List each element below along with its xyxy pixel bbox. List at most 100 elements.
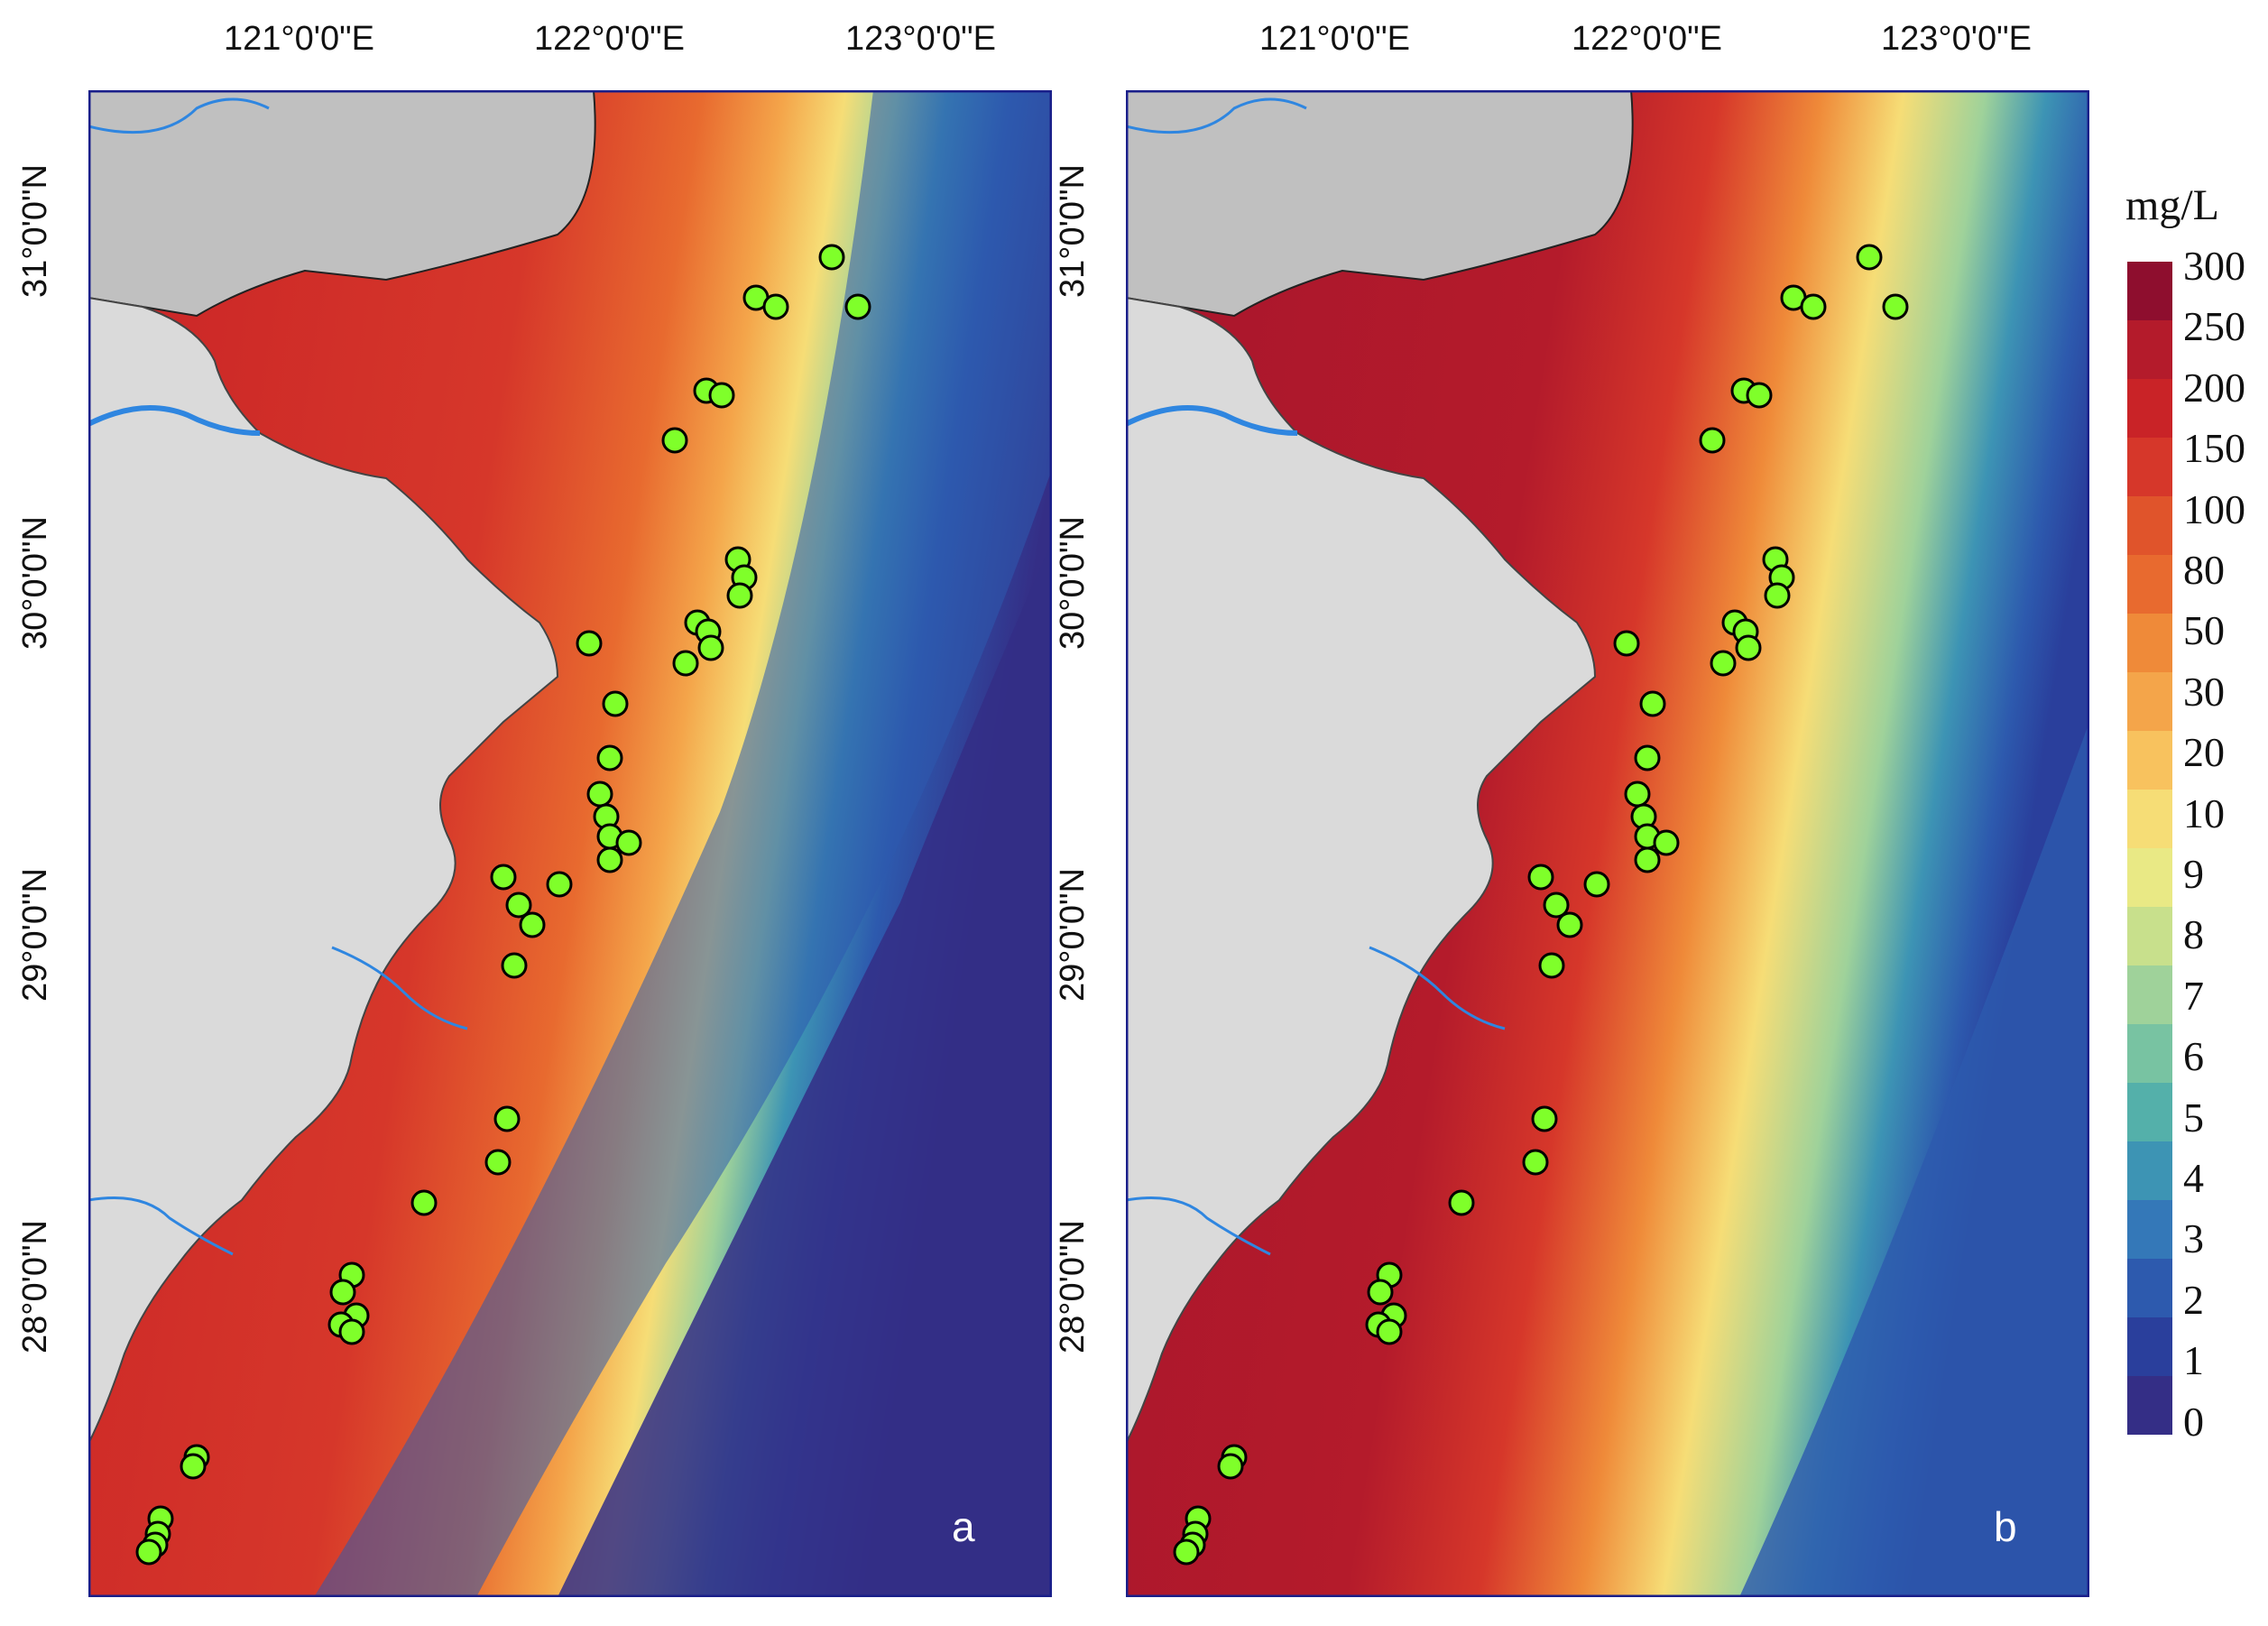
station-marker	[818, 244, 845, 271]
station-marker	[1746, 382, 1773, 409]
lon-label-b-121: 121°0'0"E	[1259, 20, 1410, 58]
station-marker	[1217, 1453, 1244, 1480]
legend-tick-label: 2	[2183, 1276, 2204, 1323]
station-marker	[596, 744, 623, 771]
legend-swatch	[2127, 1376, 2172, 1435]
station-marker	[1531, 1105, 1558, 1132]
station-marker	[1710, 650, 1737, 677]
land-main-b	[1126, 296, 1597, 1445]
station-marker	[576, 630, 603, 657]
legend-swatch	[2127, 1317, 2172, 1377]
station-marker	[135, 1538, 162, 1566]
station-marker	[1173, 1538, 1200, 1566]
legend-tick-label: 10	[2183, 790, 2225, 836]
deep-water-a	[558, 541, 1052, 1597]
land-main-a	[88, 296, 559, 1445]
station-marker	[596, 846, 623, 873]
river-b3	[1369, 946, 1506, 1030]
station-marker	[1634, 744, 1661, 771]
station-marker	[844, 293, 871, 320]
panel-letter-b: b	[1994, 1503, 2017, 1550]
panel-letter-a: a	[952, 1503, 975, 1550]
legend-swatch	[2127, 614, 2172, 673]
station-marker	[1653, 829, 1680, 856]
legend-tick-label: 4	[2183, 1154, 2204, 1201]
legend-unit: mg/L	[2125, 181, 2219, 229]
legend-tick-label: 6	[2183, 1033, 2204, 1080]
river-b1	[1126, 97, 1307, 134]
river-a3	[331, 946, 468, 1030]
river-a1	[88, 97, 270, 134]
river-a4	[88, 1196, 234, 1256]
station-marker	[1556, 911, 1583, 938]
station-marker	[762, 293, 789, 320]
station-marker	[1699, 427, 1726, 454]
station-marker	[519, 911, 546, 938]
station-marker	[546, 871, 573, 898]
lon-label-a-121: 121°0'0"E	[224, 20, 374, 58]
station-marker	[410, 1189, 438, 1216]
station-marker	[1613, 630, 1640, 657]
legend-tick-label: 3	[2183, 1215, 2204, 1262]
legend-swatch	[2127, 379, 2172, 439]
legend-tick-label: 50	[2183, 607, 2225, 654]
legend-swatch	[2127, 907, 2172, 966]
station-marker	[1735, 634, 1762, 661]
map-panel-b	[1126, 90, 2089, 1597]
legend-tick-label: 80	[2183, 546, 2225, 593]
legend-tick-label: 8	[2183, 911, 2204, 958]
legend-swatch	[2127, 1200, 2172, 1260]
river-a2	[88, 405, 261, 436]
station-marker	[708, 382, 735, 409]
lon-label-b-123: 123°0'0"E	[1881, 20, 2032, 58]
legend-tick-label: 1	[2183, 1337, 2204, 1384]
legend-tick-label: 150	[2183, 425, 2245, 472]
lon-label-a-123: 123°0'0"E	[845, 20, 996, 58]
legend-tick-label: 100	[2183, 485, 2245, 532]
station-marker	[672, 650, 699, 677]
legend-tick-label: 5	[2183, 1094, 2204, 1141]
station-marker	[1634, 846, 1661, 873]
land-north-a	[88, 90, 596, 318]
legend-swatch	[2127, 1083, 2172, 1142]
map-panel-a	[88, 90, 1052, 1597]
station-marker	[602, 690, 629, 717]
lon-label-a-122: 122°0'0"E	[534, 20, 685, 58]
station-marker	[615, 829, 642, 856]
river-b2	[1126, 405, 1298, 436]
legend-swatch	[2127, 731, 2172, 790]
legend-swatch	[2127, 790, 2172, 849]
station-marker	[1522, 1149, 1549, 1176]
legend-swatch	[2127, 438, 2172, 497]
station-marker	[1448, 1189, 1475, 1216]
legend-color-bar	[2127, 262, 2172, 1435]
station-marker	[1376, 1318, 1403, 1345]
station-marker	[1764, 582, 1791, 609]
legend-swatch	[2127, 1259, 2172, 1318]
legend-tick-label: 200	[2183, 364, 2245, 411]
station-marker	[1800, 293, 1827, 320]
legend-swatch	[2127, 848, 2172, 908]
legend-swatch	[2127, 965, 2172, 1025]
station-marker	[586, 781, 613, 808]
legend-swatch	[2127, 262, 2172, 321]
legend-tick-label: 30	[2183, 668, 2225, 715]
station-marker	[180, 1453, 207, 1480]
station-marker	[1583, 871, 1610, 898]
station-marker	[1527, 864, 1554, 891]
legend-swatch	[2127, 672, 2172, 732]
land-north-b	[1126, 90, 1634, 318]
station-marker	[493, 1105, 521, 1132]
legend-swatch	[2127, 1141, 2172, 1201]
legend-tick-label: 250	[2183, 303, 2245, 350]
station-marker	[1538, 952, 1565, 979]
mid-water-a	[314, 90, 1052, 1597]
legend-tick-label: 300	[2183, 243, 2245, 289]
legend-swatch	[2127, 1024, 2172, 1084]
lon-label-b-122: 122°0'0"E	[1572, 20, 1722, 58]
legend-tick-label: 7	[2183, 972, 2204, 1019]
station-marker	[490, 864, 517, 891]
station-marker	[1367, 1279, 1394, 1306]
station-marker	[1856, 244, 1883, 271]
